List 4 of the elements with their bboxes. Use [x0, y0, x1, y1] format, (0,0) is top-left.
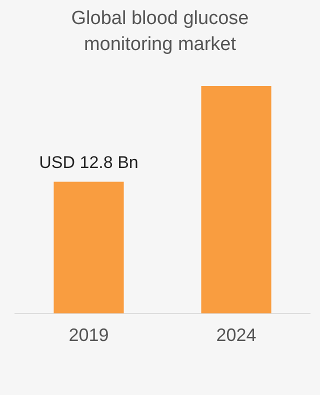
- x-tick-label: 2019: [68, 325, 109, 346]
- data-label: USD 12.8 Bn: [39, 152, 138, 172]
- chart-title: Global blood glucose monitoring market: [70, 7, 250, 57]
- x-tick-label: 2024: [216, 325, 256, 346]
